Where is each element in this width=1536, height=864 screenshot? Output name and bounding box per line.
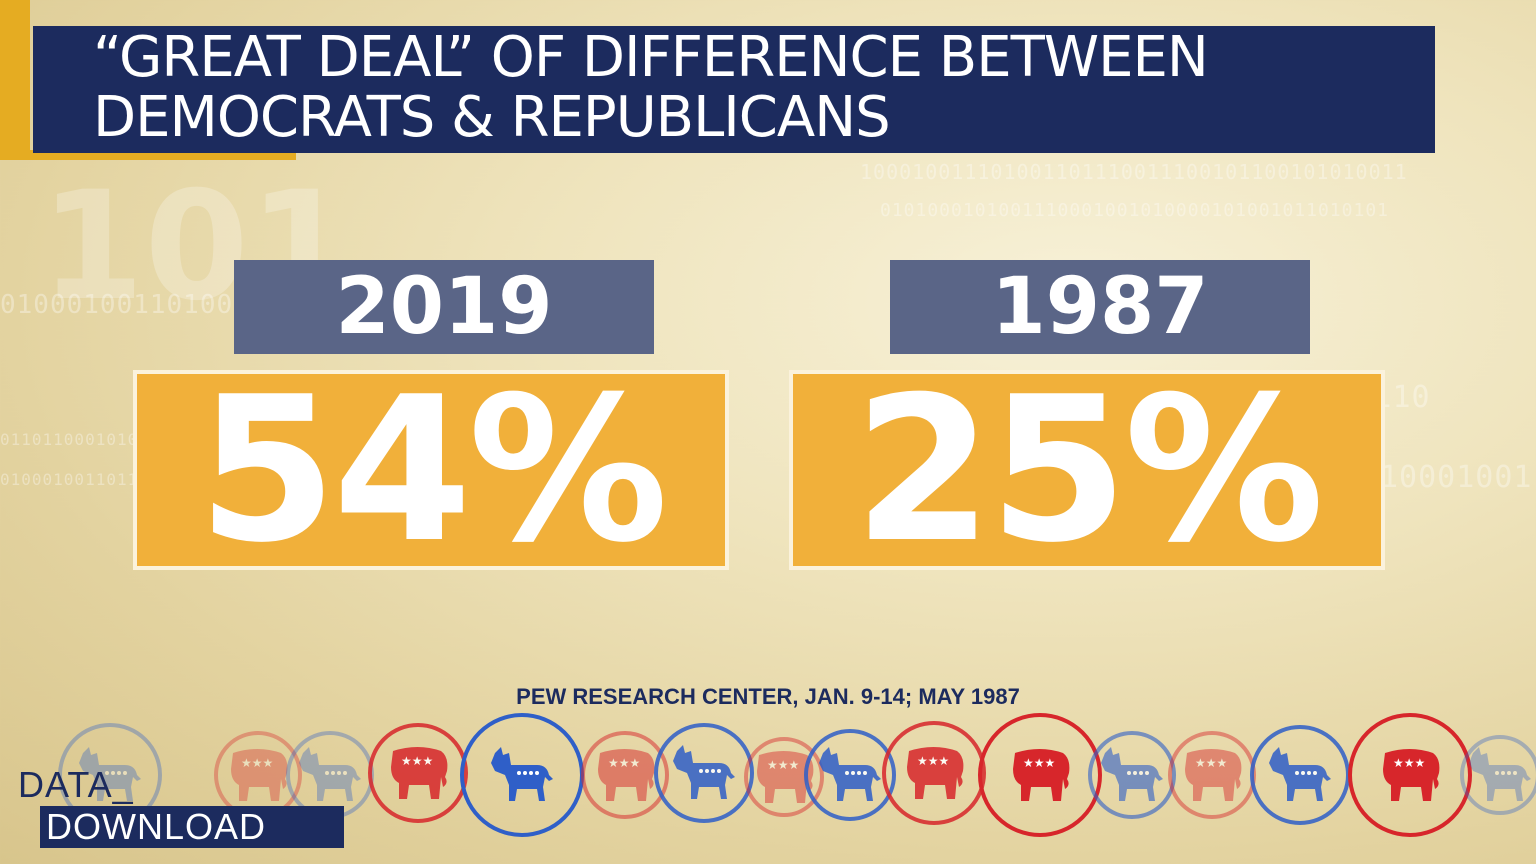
- svg-text:★★★: ★★★: [241, 756, 273, 770]
- elephant-icon: ★★★: [1348, 713, 1472, 837]
- svg-text:★★★: ★★★: [608, 756, 640, 770]
- title-line-1: “GREAT DEAL” OF DIFFERENCE BETWEEN: [93, 25, 1209, 90]
- background-binary: 1000100111010011011100111001011001010100…: [860, 160, 1408, 184]
- svg-text:★★★: ★★★: [767, 758, 799, 772]
- year-label-1987: 1987: [890, 260, 1310, 354]
- party-icon-row: ★★★ ★★★ ★★★ ★★★ ★★★ ★★★ ★★★: [0, 705, 1536, 864]
- accent-bar: [0, 0, 30, 160]
- donkey-icon: [1088, 731, 1176, 819]
- svg-text:★★★: ★★★: [1393, 756, 1425, 770]
- title-line-2: DEMOCRATS & REPUBLICANS: [93, 85, 891, 150]
- donkey-icon: [1250, 725, 1350, 825]
- donkey-icon: [460, 713, 584, 837]
- logo-download-text: DOWNLOAD: [40, 806, 344, 848]
- elephant-icon: ★★★: [882, 721, 986, 825]
- title-banner: “GREAT DEAL” OF DIFFERENCE BETWEEN DEMOC…: [33, 26, 1435, 153]
- background-binary: 0101000101001110001001010000101001011010…: [880, 200, 1389, 221]
- svg-text:★★★: ★★★: [1023, 756, 1055, 770]
- donkey-icon: [1460, 735, 1536, 815]
- svg-text:★★★: ★★★: [1195, 756, 1227, 770]
- elephant-icon: ★★★: [978, 713, 1102, 837]
- percent-value-1987: 25%: [789, 354, 1385, 587]
- percent-value-2019: 54%: [133, 354, 729, 587]
- background-binary: 1000100110: [1380, 460, 1536, 495]
- source-credit: PEW RESEARCH CENTER, JAN. 9-14; MAY 1987: [516, 684, 1020, 709]
- svg-text:★★★: ★★★: [401, 754, 433, 768]
- year-label-2019: 2019: [234, 260, 654, 354]
- accent-underline: [0, 150, 296, 160]
- elephant-icon: ★★★: [1168, 731, 1256, 819]
- donkey-icon: [654, 723, 754, 823]
- elephant-icon: ★★★: [368, 723, 468, 823]
- svg-text:★★★: ★★★: [917, 754, 949, 768]
- logo-data-text: DATA_: [18, 764, 134, 805]
